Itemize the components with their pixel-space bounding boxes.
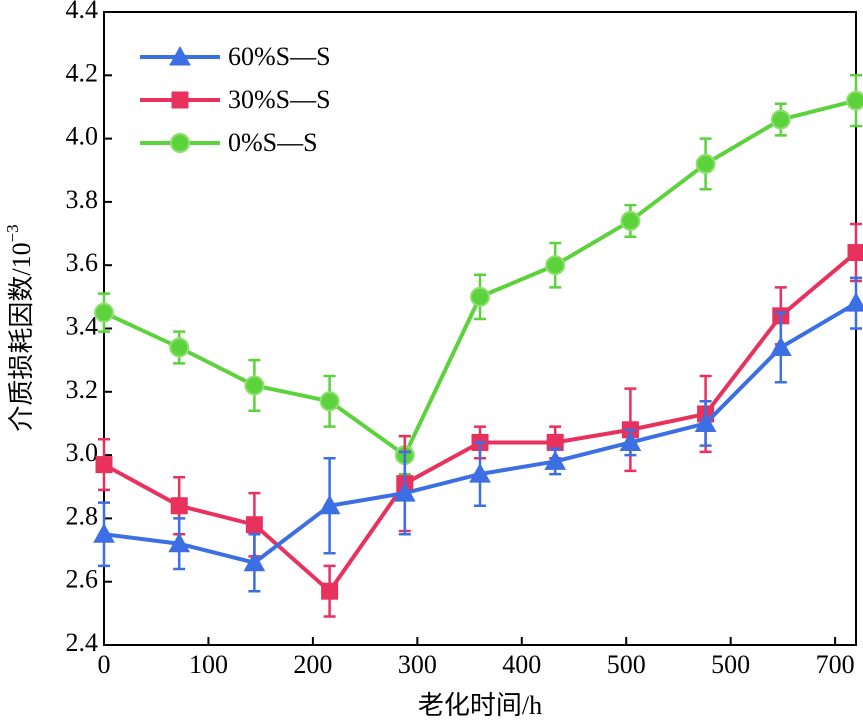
y-axis-label-exponent: −3 [3, 224, 22, 242]
x-tick-label: 500 [607, 650, 646, 679]
x-tick-label: 700 [816, 650, 855, 679]
marker [545, 255, 566, 276]
y-tick-label: 4.4 [66, 0, 99, 24]
x-tick-label: 400 [502, 650, 541, 679]
y-tick-label: 3.0 [66, 438, 99, 467]
marker [170, 133, 190, 153]
legend-label: 30%S—S [228, 85, 331, 114]
marker [244, 375, 265, 396]
x-tick-label: 0 [98, 650, 111, 679]
y-tick-label: 3.8 [66, 185, 99, 214]
y-tick-label: 3.4 [66, 311, 99, 340]
legend-label: 60%S—S [228, 42, 331, 71]
x-tick-label: 300 [398, 650, 437, 679]
marker [544, 450, 567, 470]
marker [318, 494, 341, 515]
marker [620, 210, 641, 231]
marker [469, 463, 491, 483]
x-tick-label: 500 [711, 650, 750, 679]
plot-frame [103, 11, 857, 646]
x-tick-label: 100 [189, 650, 228, 679]
marker [695, 153, 716, 174]
x-axis-label: 老化时间/h [418, 691, 542, 720]
marker [245, 516, 263, 534]
marker [243, 551, 266, 572]
marker [321, 582, 339, 600]
marker [94, 302, 114, 323]
y-tick-label: 3.6 [66, 248, 99, 277]
marker [846, 90, 863, 111]
marker [769, 336, 792, 356]
marker [169, 337, 190, 358]
y-tick-label: 2.8 [66, 501, 99, 530]
marker [169, 45, 191, 66]
y-tick-label: 4.0 [66, 122, 99, 151]
y-tick-label: 3.2 [66, 375, 99, 404]
y-tick-label: 2.6 [66, 565, 99, 594]
series [93, 276, 863, 593]
marker [168, 532, 191, 553]
marker [619, 431, 642, 451]
marker [170, 497, 188, 515]
series [94, 74, 863, 476]
marker [319, 391, 340, 412]
x-tick-label: 200 [293, 650, 332, 679]
marker [93, 523, 115, 543]
y-axis-label: 介质损耗因数/10−3 [3, 224, 36, 431]
marker [770, 109, 791, 130]
marker [847, 244, 863, 262]
marker [95, 456, 113, 474]
legend-label: 0%S—S [228, 128, 318, 157]
marker [694, 412, 717, 432]
y-axis-label-base: 介质损耗因数/10 [7, 242, 36, 431]
marker [470, 286, 490, 307]
marker [171, 91, 189, 109]
y-tick-label: 4.2 [66, 58, 99, 87]
marker [845, 292, 863, 312]
marker [393, 482, 416, 502]
y-tick-label: 2.4 [66, 628, 99, 657]
